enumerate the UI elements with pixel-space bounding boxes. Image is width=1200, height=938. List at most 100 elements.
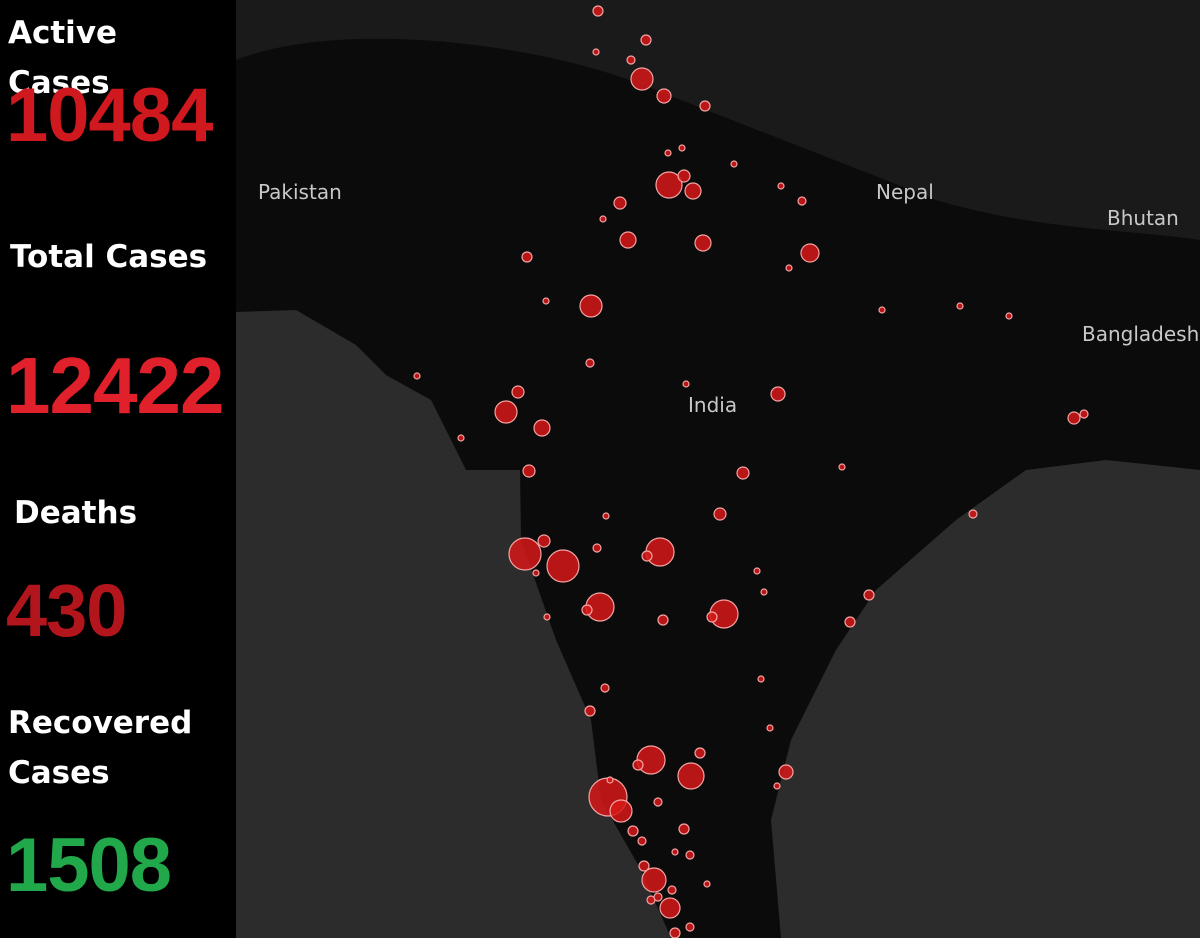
case-marker — [694, 747, 706, 759]
case-marker — [656, 88, 672, 104]
case-marker — [533, 419, 551, 437]
case-marker — [619, 231, 637, 249]
case-marker — [682, 380, 690, 388]
case-marker — [638, 860, 650, 872]
case-marker — [800, 243, 820, 263]
stat-value: 12422 — [6, 341, 224, 430]
case-marker — [653, 797, 663, 807]
case-marker — [543, 613, 551, 621]
case-marker — [592, 48, 600, 56]
case-marker — [1079, 409, 1089, 419]
case-marker — [730, 160, 738, 168]
case-marker — [609, 799, 633, 823]
case-marker — [508, 537, 542, 571]
case-marker — [773, 782, 781, 790]
case-marker — [522, 464, 536, 478]
case-marker — [630, 67, 654, 91]
case-marker — [778, 764, 794, 780]
case-marker — [521, 251, 533, 263]
case-marker — [753, 567, 761, 575]
case-marker — [713, 507, 727, 521]
case-marker — [669, 927, 681, 938]
stat-value: 430 — [6, 569, 127, 652]
case-marker — [627, 825, 639, 837]
case-marker — [592, 5, 604, 17]
case-marker — [1005, 312, 1013, 320]
case-marker — [585, 358, 595, 368]
case-marker — [785, 264, 793, 272]
sea — [771, 460, 1200, 938]
case-marker — [653, 892, 663, 902]
stats-panel: Active Cases 10484 Total Cases 12422 Dea… — [0, 0, 236, 938]
case-marker — [457, 434, 465, 442]
map: Pakistan Nepal Bhutan Bangladesh India — [236, 0, 1200, 938]
case-marker — [626, 55, 636, 65]
case-marker — [600, 683, 610, 693]
case-marker — [584, 705, 596, 717]
case-marker — [736, 466, 750, 480]
case-marker — [760, 588, 768, 596]
stat-label: Active Cases — [8, 15, 118, 101]
case-marker — [684, 182, 702, 200]
stat-label: Deaths — [14, 495, 138, 531]
case-marker — [699, 100, 711, 112]
country-label: India — [688, 393, 737, 417]
case-marker — [655, 171, 683, 199]
case-marker — [546, 549, 580, 583]
case-marker — [641, 867, 667, 893]
case-marker — [494, 400, 518, 424]
case-marker — [606, 776, 614, 784]
case-marker — [757, 675, 765, 683]
case-marker — [667, 885, 677, 895]
case-marker — [542, 297, 550, 305]
case-marker — [599, 215, 607, 223]
stat-label: Recovered Cases — [8, 705, 193, 791]
terrain — [236, 0, 1200, 240]
case-marker — [581, 604, 593, 616]
case-marker — [838, 463, 846, 471]
case-marker — [694, 234, 712, 252]
stat-value: 10484 — [6, 73, 213, 158]
country-label: Pakistan — [258, 180, 342, 204]
country-label: Bhutan — [1107, 206, 1179, 230]
case-marker — [602, 512, 610, 520]
case-marker — [1067, 411, 1081, 425]
case-marker — [636, 745, 666, 775]
case-marker — [844, 616, 856, 628]
case-marker — [641, 550, 653, 562]
case-marker — [766, 724, 774, 732]
case-marker — [968, 509, 978, 519]
stat-label: Total Cases — [10, 239, 208, 275]
stat-value: 1508 — [6, 823, 172, 908]
case-marker — [637, 836, 647, 846]
case-marker — [677, 762, 705, 790]
country-label: Bangladesh — [1082, 322, 1199, 346]
case-marker — [678, 144, 686, 152]
case-marker — [511, 385, 525, 399]
case-marker — [797, 196, 807, 206]
case-marker — [777, 182, 785, 190]
case-marker — [657, 614, 669, 626]
case-marker — [592, 543, 602, 553]
case-marker — [863, 589, 875, 601]
case-marker — [537, 534, 551, 548]
case-marker — [703, 880, 711, 888]
case-marker — [878, 306, 886, 314]
sea — [236, 310, 671, 938]
case-marker — [579, 294, 603, 318]
case-marker — [413, 372, 421, 380]
case-marker — [706, 611, 718, 623]
case-marker — [632, 759, 644, 771]
case-marker — [956, 302, 964, 310]
case-marker — [532, 569, 540, 577]
case-marker — [770, 386, 786, 402]
country-label: Nepal — [876, 180, 934, 204]
case-marker — [678, 823, 690, 835]
case-marker — [677, 169, 691, 183]
case-marker — [685, 850, 695, 860]
case-marker — [659, 897, 681, 919]
case-marker — [640, 34, 652, 46]
case-marker — [613, 196, 627, 210]
case-marker — [685, 922, 695, 932]
